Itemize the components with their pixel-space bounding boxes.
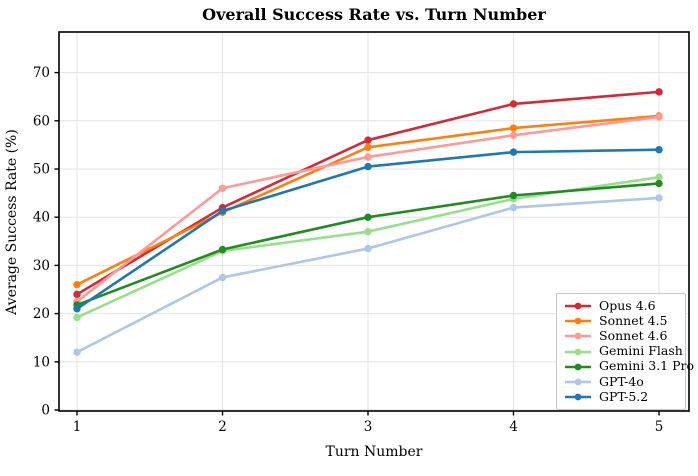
data-point-gpt-4o-turn-4 [509, 203, 518, 212]
data-point-gpt-5-2-turn-4 [509, 148, 518, 156]
y-tick-label: 30 [33, 258, 50, 274]
y-tick-label: 20 [33, 306, 50, 322]
plot-frame [58, 31, 690, 412]
legend-swatch-gemini-flash [565, 348, 591, 355]
data-point-opus-4-6-turn-3 [364, 136, 372, 144]
legend-item-gemini-3-1-pro: Gemini 3.1 Pro [564, 360, 694, 373]
data-point-gemini-3-1-pro-turn-3 [364, 213, 372, 221]
legend-marker-icon [574, 363, 582, 371]
legend-label: Opus 4.6 [599, 297, 656, 313]
legend-swatch-gpt-4o [565, 378, 591, 386]
legend-marker-icon [574, 378, 582, 386]
data-point-sonnet-4-6-turn-4 [509, 131, 518, 139]
y-tick-label: 10 [33, 354, 50, 370]
data-point-gpt-4o-turn-1 [73, 348, 81, 356]
data-point-opus-4-6-turn-4 [509, 100, 518, 108]
legend-label: GPT-5.2 [599, 388, 649, 404]
legend-swatch-gpt-5-2 [565, 393, 591, 401]
legend-swatch-sonnet-4-5 [565, 317, 591, 325]
legend-marker-icon [574, 393, 582, 401]
y-tick-label: 70 [33, 65, 50, 81]
legend: Opus 4.6 Sonnet 4.5 Sonnet 4.6 Gemini Flash… [556, 293, 694, 410]
legend-item-gpt-5-2: GPT-5.2 [564, 388, 678, 404]
legend-marker-icon [574, 317, 582, 325]
legend-item-sonnet-4-6: Sonnet 4.6 [564, 330, 678, 343]
legend-marker-icon [574, 302, 582, 310]
legend-label: GPT-4o [599, 373, 644, 389]
legend-label: Sonnet 4.5 [599, 312, 668, 328]
data-point-gpt-5-2-turn-5 [655, 146, 663, 154]
data-point-sonnet-4-5-turn-1 [73, 280, 81, 289]
data-point-gpt-5-2-turn-3 [364, 162, 372, 171]
legend-swatch-opus-4-6 [565, 302, 591, 310]
x-tick-label: 5 [655, 419, 664, 435]
data-point-gemini-3-1-pro-turn-5 [655, 179, 663, 188]
x-axis-label: Turn Number [325, 444, 423, 460]
data-point-sonnet-4-6-turn-5 [655, 113, 663, 121]
data-point-gemini-flash-turn-5 [655, 173, 663, 181]
legend-marker-icon [574, 348, 582, 355]
data-point-gemini-3-1-pro-turn-4 [509, 191, 518, 200]
legend-label: Gemini 3.1 Pro [599, 358, 695, 374]
legend-item-gpt-4o: GPT-4o [564, 373, 678, 389]
y-tick-label: 40 [33, 210, 50, 226]
x-tick-label: 2 [218, 419, 227, 435]
legend-item-opus-4-6: Opus 4.6 [564, 297, 678, 313]
chart-title: Overall Success Rate vs. Turn Number [202, 5, 546, 24]
x-tick-label: 3 [364, 419, 373, 435]
data-point-sonnet-4-5-turn-4 [509, 124, 518, 132]
legend-item-gemini-flash: Gemini Flash [564, 345, 683, 358]
data-point-sonnet-4-6-turn-2 [218, 184, 227, 192]
y-tick-label: 60 [33, 113, 50, 129]
legend-swatch-gemini-3-1-pro [565, 363, 591, 371]
data-point-gemini-flash-turn-1 [73, 313, 81, 322]
data-point-gemini-flash-turn-3 [364, 227, 372, 236]
legend-label: Gemini Flash [599, 343, 683, 359]
data-point-gpt-4o-turn-2 [218, 273, 227, 282]
data-point-gpt-4o-turn-3 [364, 244, 372, 253]
data-point-sonnet-4-6-turn-3 [364, 153, 372, 161]
data-point-gpt-5-2-turn-1 [73, 305, 81, 313]
y-tick-label: 0 [41, 403, 50, 419]
x-tick-label: 4 [509, 419, 518, 435]
y-tick-label: 50 [33, 162, 50, 178]
x-tick-label: 1 [73, 419, 82, 435]
data-point-gemini-3-1-pro-turn-2 [218, 245, 227, 254]
data-point-gpt-4o-turn-5 [655, 194, 663, 202]
data-point-gpt-5-2-turn-2 [218, 207, 227, 215]
y-axis-label: Average Success Rate (%) [4, 129, 20, 315]
legend-item-sonnet-4-5: Sonnet 4.5 [564, 312, 678, 328]
data-point-opus-4-6-turn-5 [655, 88, 663, 96]
legend-marker-icon [574, 332, 582, 340]
data-point-opus-4-6-turn-1 [73, 290, 81, 299]
legend-swatch-sonnet-4-6 [565, 332, 591, 340]
data-point-sonnet-4-5-turn-3 [364, 143, 372, 152]
legend-label: Sonnet 4.6 [599, 328, 668, 344]
